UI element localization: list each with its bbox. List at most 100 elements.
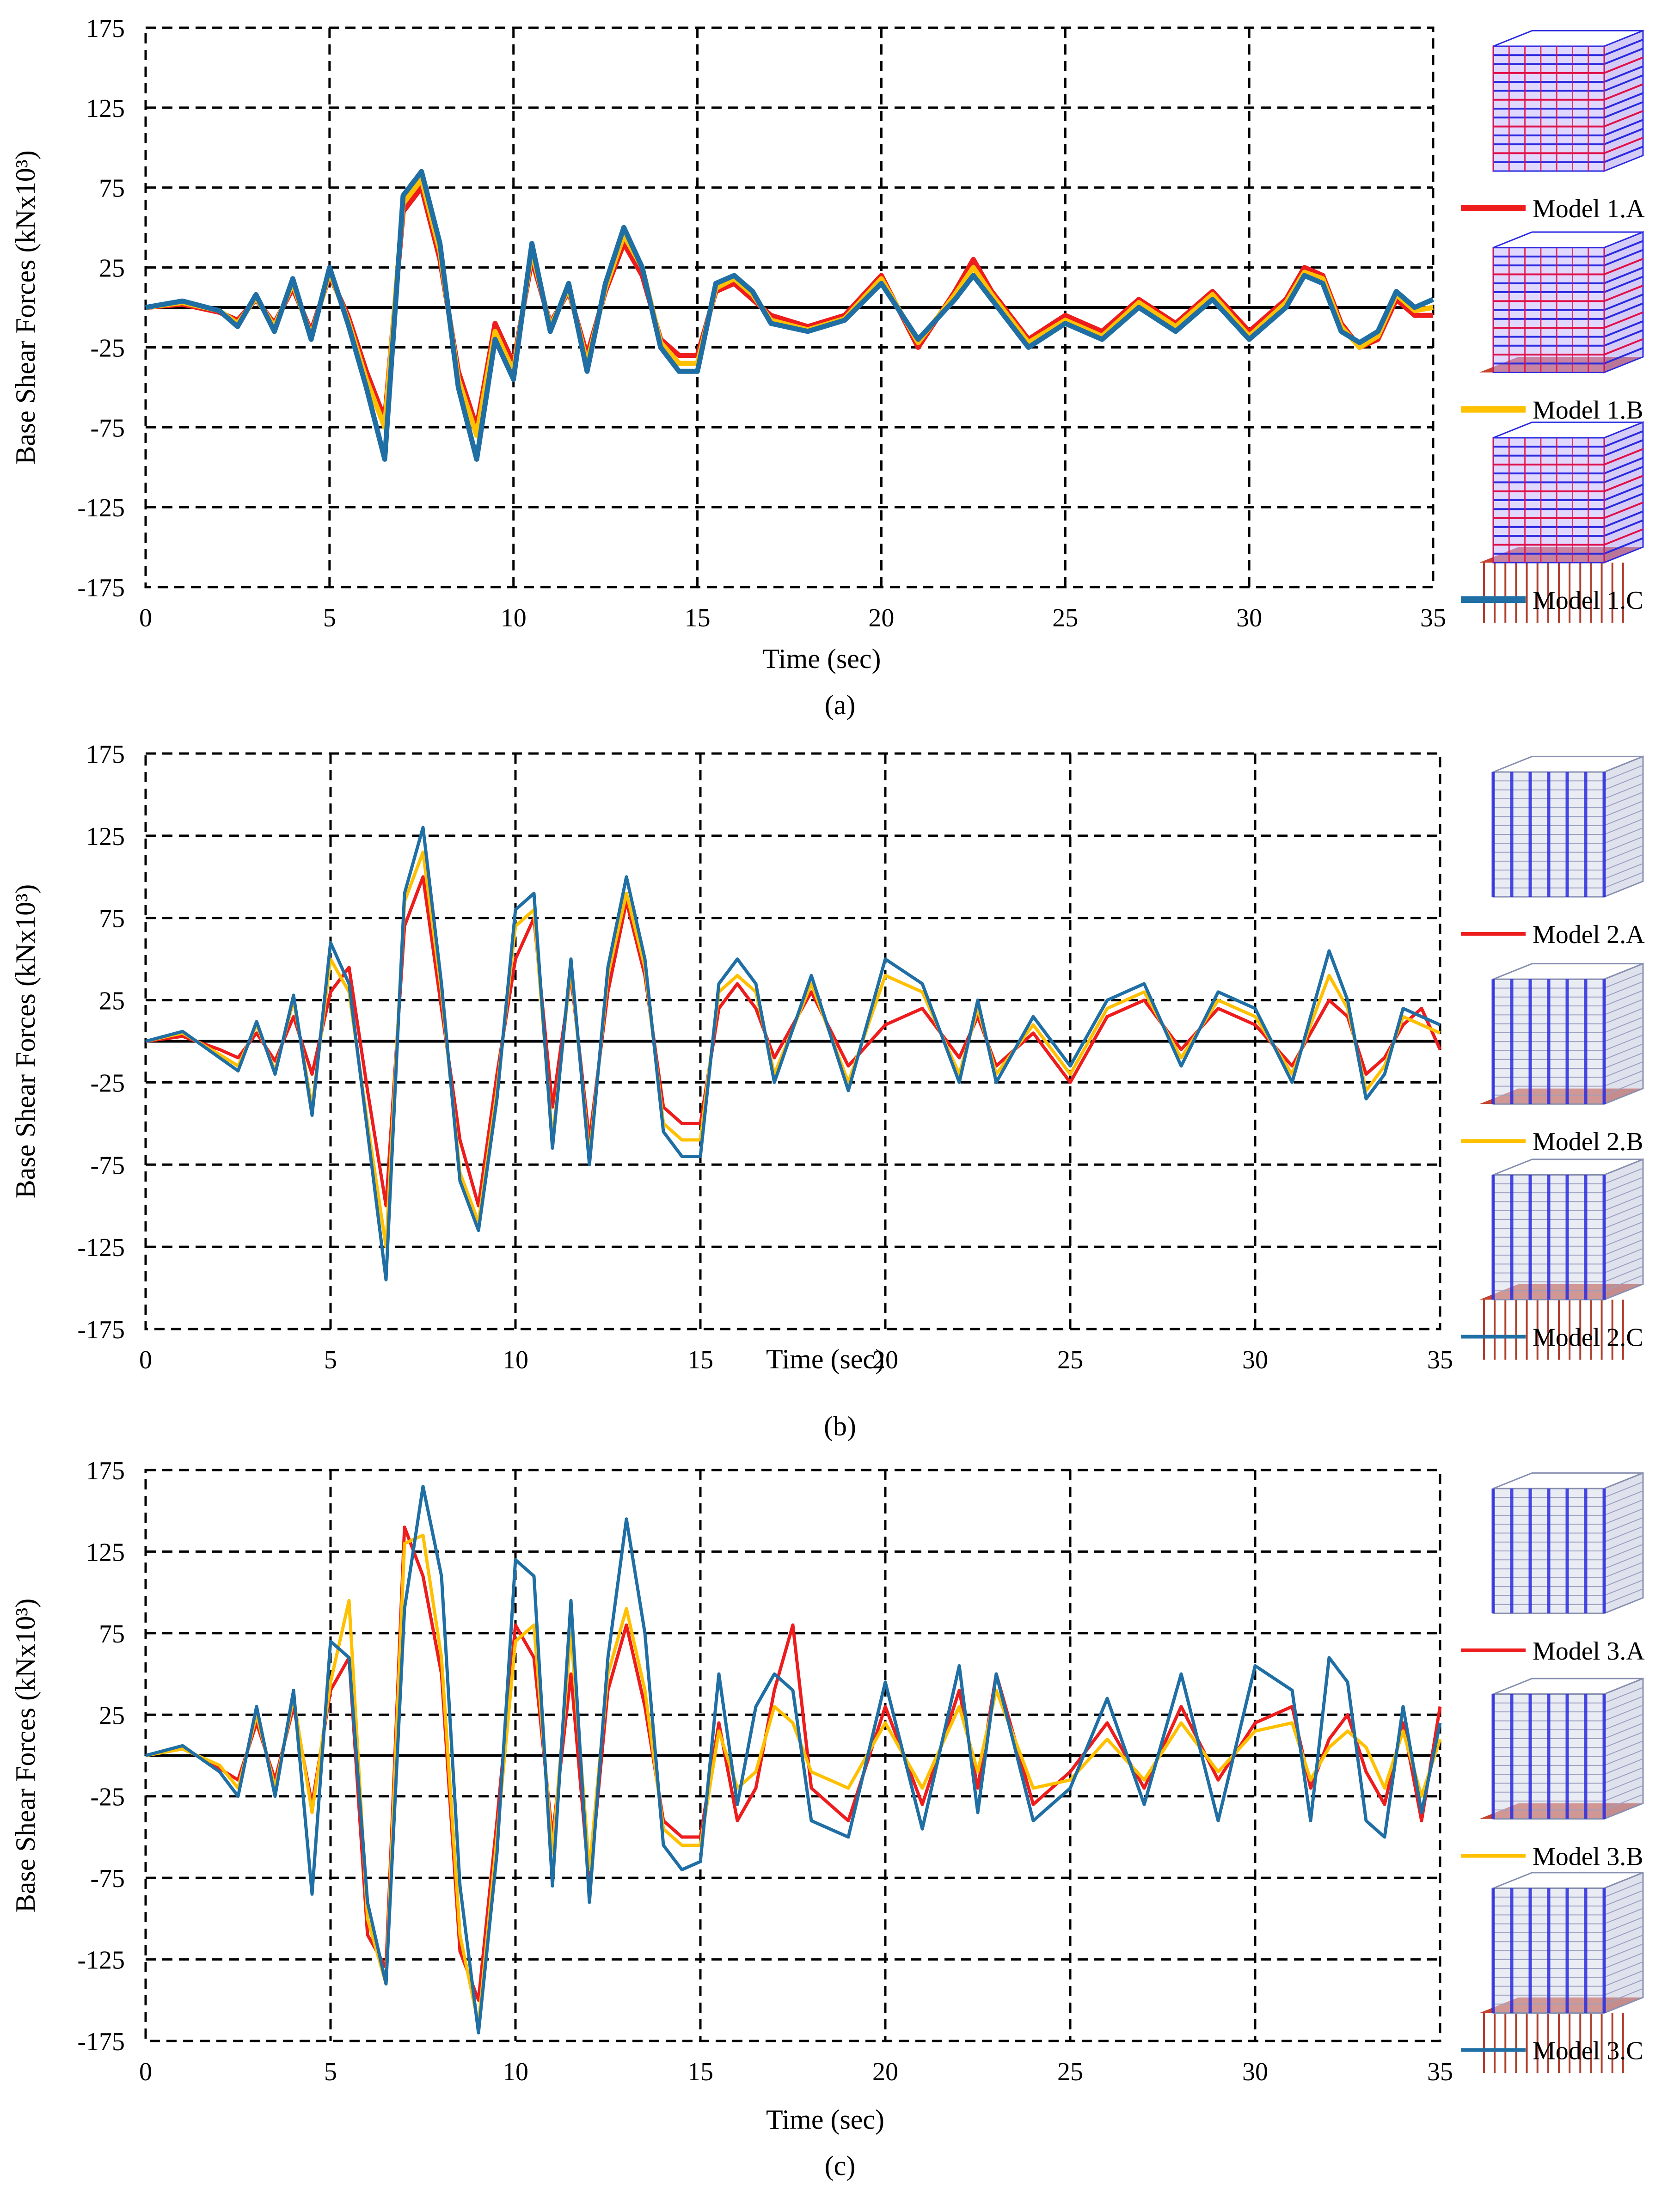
floor-line (1604, 1544, 1643, 1561)
floor-line (1604, 1008, 1643, 1024)
floor-line (1604, 146, 1643, 163)
floor-line (1604, 1034, 1643, 1051)
y-tick-label: -25 (90, 1783, 125, 1812)
y-tick-label: 175 (86, 14, 125, 43)
floor-line (1604, 294, 1643, 311)
floor-line (1604, 1257, 1643, 1274)
floor-line (1604, 972, 1643, 989)
x-tick-label: 35 (1427, 2058, 1453, 2086)
floor-line (1604, 1970, 1643, 1987)
floor-line (1604, 1168, 1643, 1184)
floor-line (1604, 981, 1643, 998)
floor-line (1604, 1230, 1643, 1247)
floor-line (1604, 999, 1643, 1016)
floor-line (1604, 1203, 1643, 1220)
x-tick-label: 20 (872, 2058, 898, 2086)
floor-line (1604, 1785, 1643, 1802)
legend-label: Model 1.A (1533, 195, 1645, 223)
floor-line (1604, 519, 1643, 537)
legend-label: Model 3.B (1533, 1843, 1643, 1871)
series-line-model-3-a (145, 1526, 1442, 2002)
floor-line (1604, 65, 1643, 83)
floor-line (1604, 83, 1643, 101)
floor-line (1604, 1722, 1643, 1739)
x-tick-label: 0 (139, 1346, 152, 1374)
floor-line (1604, 1917, 1643, 1933)
floor-line (1604, 74, 1643, 92)
building-model-icon (1479, 421, 1644, 623)
y-tick-label: -175 (77, 1316, 125, 1344)
floor-line (1604, 249, 1643, 267)
floor-line (1604, 1740, 1643, 1757)
x-tick-label: 10 (501, 604, 527, 632)
x-tick-label: 35 (1427, 1346, 1453, 1374)
y-tick-label: 125 (86, 94, 125, 123)
x-tick-label: 5 (324, 1346, 337, 1374)
y-axis-label: Base Shear Forces (kNx10³) (10, 884, 41, 1198)
floor-line (1604, 1934, 1643, 1951)
floor-line (1604, 1526, 1643, 1543)
y-tick-label: 175 (86, 740, 125, 769)
floor-line (1604, 1899, 1643, 1916)
floor-line (1604, 1952, 1643, 1969)
floor-line (1604, 502, 1643, 519)
x-axis-label: Time (sec) (766, 2104, 884, 2135)
x-tick-label: 25 (1057, 1346, 1083, 1374)
chart-panel-b: 0 5 10 15 20 25 30 35 175 125 75 25 -25 -75 -125 -175 Ti… (10, 740, 1645, 1441)
floor-line (1604, 466, 1643, 484)
floor-line (1604, 92, 1643, 110)
y-tick-label: -75 (90, 1864, 125, 1893)
building-model-icon (1492, 30, 1644, 172)
floor-line (1604, 1890, 1643, 1906)
floor-line (1604, 1508, 1643, 1525)
y-tick-label: 75 (99, 174, 125, 203)
floor-line (1604, 1185, 1643, 1202)
legend-label: Model 3.A (1533, 1637, 1645, 1666)
y-tick-label: 75 (99, 905, 125, 933)
x-tick-label: 15 (685, 604, 711, 632)
floor-line (1604, 1714, 1643, 1730)
floor-line (1604, 439, 1643, 457)
y-tick-label: 175 (86, 1457, 125, 1485)
y-axis-label: Base Shear Forces (kNx10³) (10, 150, 41, 464)
legend-label: Model 1.B (1533, 396, 1643, 425)
x-tick-label: 15 (687, 2058, 713, 2086)
floor-line (1604, 1988, 1643, 2005)
y-tick-label: -175 (77, 574, 125, 602)
floor-line (1604, 240, 1643, 257)
floor-line (1604, 854, 1643, 871)
y-tick-label: -125 (77, 494, 125, 522)
x-tick-label: 35 (1420, 604, 1446, 632)
floor-line (1604, 484, 1643, 501)
x-tick-label: 25 (1057, 2058, 1083, 2086)
floor-line (1604, 110, 1643, 128)
floor-line (1604, 320, 1643, 338)
floor-line (1604, 1239, 1643, 1256)
x-tick-label: 30 (1236, 604, 1262, 632)
building-top (1493, 231, 1643, 249)
x-tick-label: 10 (503, 1346, 528, 1374)
floor-line (1604, 267, 1643, 284)
floor-line (1604, 101, 1643, 119)
series-line-model-2-a (145, 875, 1442, 1207)
floor-line (1604, 338, 1643, 355)
floor-line (1604, 1070, 1643, 1087)
floor-line (1604, 56, 1643, 74)
floor-line (1604, 1749, 1643, 1766)
floor-line (1604, 1490, 1643, 1507)
legend-label: Model 2.B (1533, 1128, 1643, 1156)
y-tick-label: 125 (86, 822, 125, 851)
floor-line (1604, 430, 1643, 448)
legend-label: Model 3.C (1533, 2037, 1643, 2065)
x-tick-label: 30 (1242, 1346, 1268, 1374)
floor-line (1604, 863, 1643, 880)
floor-line (1604, 276, 1643, 293)
floor-line (1604, 990, 1643, 1006)
floor-line (1604, 1025, 1643, 1042)
floor-line (1604, 1275, 1643, 1292)
series-line-model-2-c (145, 826, 1441, 1281)
floor-line (1604, 1943, 1643, 1960)
floor-line (1604, 492, 1643, 510)
building-model-icon (1479, 231, 1644, 374)
